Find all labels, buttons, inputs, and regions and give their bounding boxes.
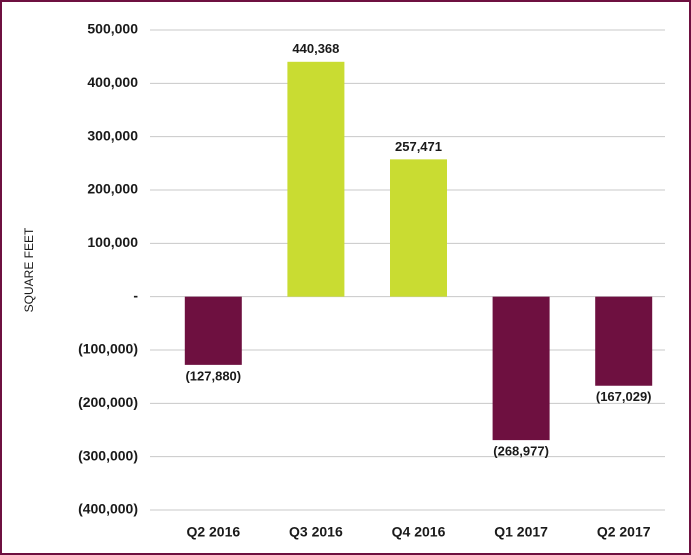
y-tick-label: (100,000) xyxy=(78,341,138,357)
y-tick-label: (300,000) xyxy=(78,447,138,463)
x-tick-label: Q1 2017 xyxy=(494,524,548,540)
y-tick-label: - xyxy=(133,287,138,303)
x-tick-label: Q3 2016 xyxy=(289,524,343,540)
bar xyxy=(390,159,447,297)
bar xyxy=(492,296,550,441)
y-tick-label: 400,000 xyxy=(87,74,138,90)
bar xyxy=(595,296,653,386)
x-tick-label: Q4 2016 xyxy=(392,524,446,540)
data-label: (127,880) xyxy=(185,368,241,383)
bar xyxy=(287,61,345,297)
y-tick-label: 300,000 xyxy=(87,127,138,143)
bar xyxy=(184,296,242,365)
data-label: 440,368 xyxy=(292,41,339,56)
x-tick-label: Q2 2017 xyxy=(597,524,651,540)
y-tick-label: (200,000) xyxy=(78,394,138,410)
y-tick-label: 200,000 xyxy=(87,181,138,197)
y-tick-label: 500,000 xyxy=(87,21,138,37)
x-tick-label: Q2 2016 xyxy=(186,524,240,540)
y-tick-label: 100,000 xyxy=(87,234,138,250)
data-label: 257,471 xyxy=(395,139,442,154)
y-axis-title: SQUARE FEET xyxy=(22,227,36,312)
data-label: (268,977) xyxy=(493,444,549,459)
y-tick-label: (400,000) xyxy=(78,501,138,517)
data-label: (167,029) xyxy=(596,389,652,404)
